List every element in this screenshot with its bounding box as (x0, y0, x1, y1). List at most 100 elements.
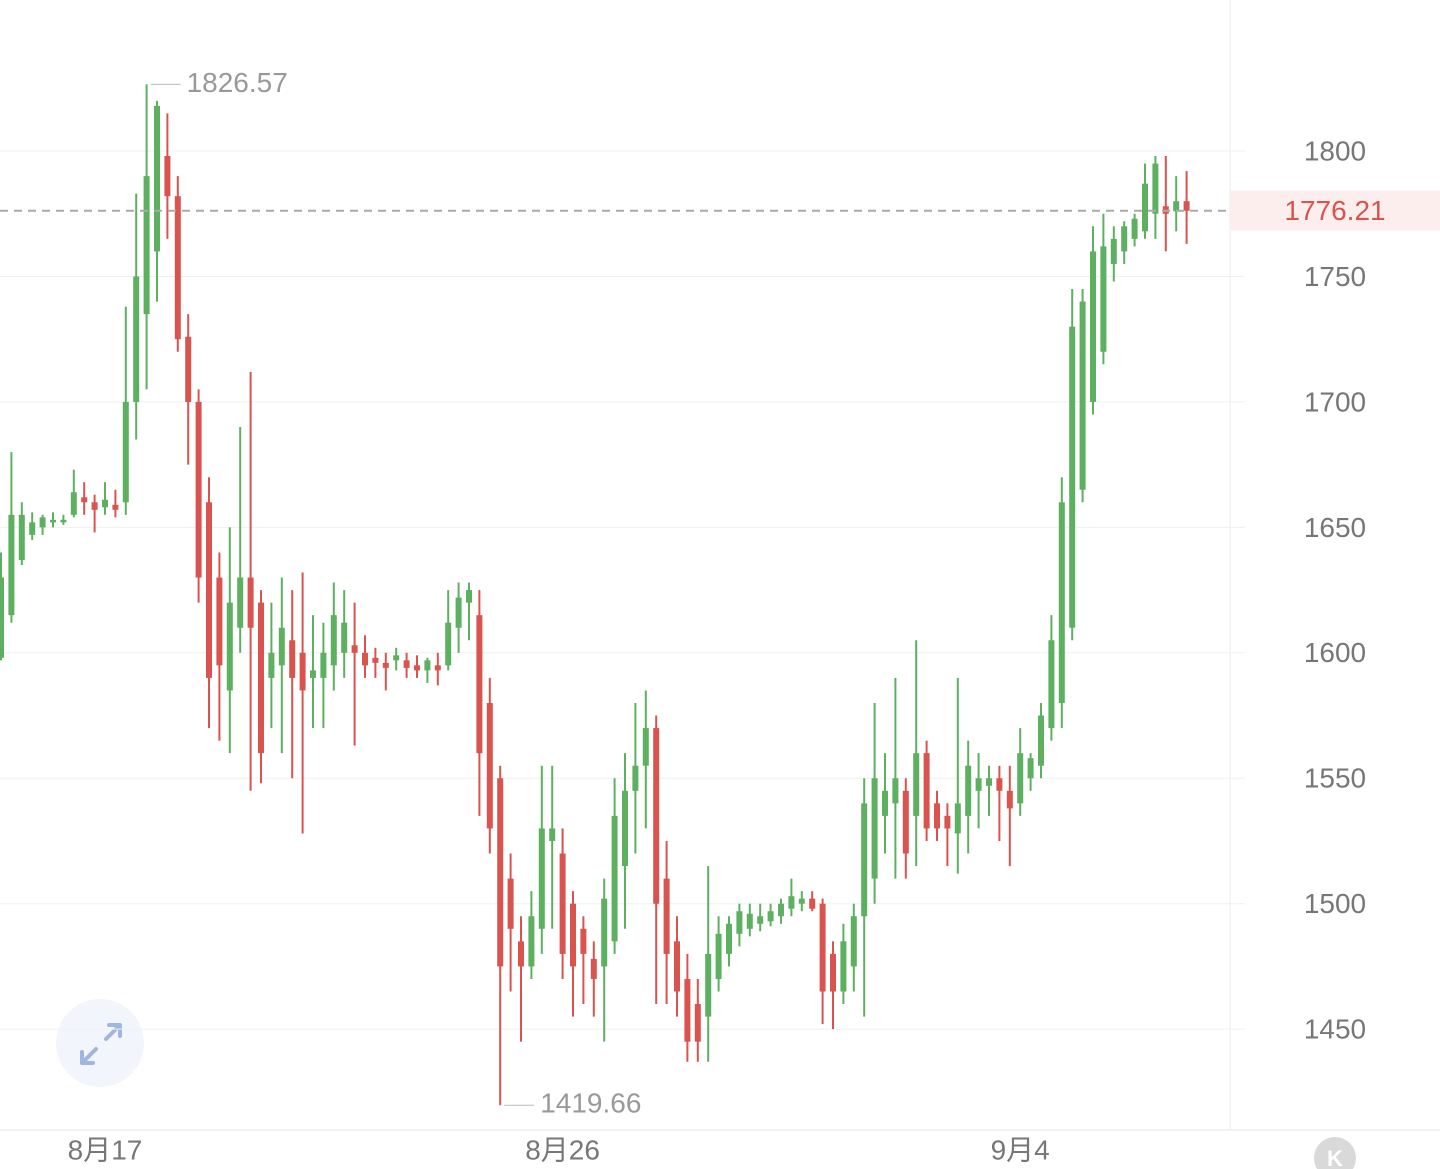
candle-body (778, 903, 784, 917)
candle-body (1069, 326, 1076, 628)
candle-body (8, 514, 15, 616)
y-tick-label: 1600 (1304, 637, 1366, 668)
candle-body (975, 778, 982, 791)
candle-body (882, 790, 888, 816)
candle-body (1006, 790, 1013, 809)
candle-body (216, 577, 223, 666)
candle-body (726, 923, 732, 954)
candle-body (0, 577, 4, 658)
candle-body (559, 853, 566, 954)
candle-body (622, 790, 628, 867)
candle-body (705, 953, 712, 1017)
candle-body (497, 778, 504, 967)
candle-body (289, 640, 296, 678)
candle-body (122, 401, 129, 503)
candle-body (1058, 502, 1065, 703)
candle-body (1152, 163, 1159, 214)
candle-body (278, 627, 285, 666)
last-price-label: 1776.21 (1284, 195, 1385, 226)
candle-body (70, 492, 77, 515)
low-label: 1419.66 (540, 1088, 641, 1119)
candle-body (91, 502, 98, 510)
candle-body (798, 898, 805, 904)
candle-body (403, 660, 410, 668)
candle-body (996, 778, 1003, 791)
candle-body (268, 652, 275, 678)
candle-body (18, 514, 25, 560)
candle-body (424, 660, 431, 671)
candle-body (174, 196, 181, 340)
candle-body (819, 903, 826, 992)
candle-body (1038, 715, 1044, 766)
expand-button[interactable] (56, 999, 144, 1087)
candle-body (1183, 201, 1190, 211)
candle-body (642, 728, 649, 766)
candle-body (528, 916, 535, 967)
candle-body (986, 778, 992, 786)
candle-body (1131, 218, 1138, 239)
candle-body (830, 953, 836, 992)
candle-body (154, 105, 160, 252)
candle-body (1090, 251, 1096, 402)
candle-body (757, 916, 764, 924)
candle-body (538, 828, 545, 929)
candle-body (663, 878, 670, 954)
candle-body (320, 652, 327, 678)
x-tick-label: 9月4 (991, 1134, 1050, 1165)
candle-body (341, 622, 348, 653)
candle-body (226, 602, 233, 691)
candle-body (715, 933, 722, 979)
candle-body (102, 499, 108, 508)
candle-body (788, 896, 795, 909)
candle-body (382, 662, 389, 668)
candle-body (1173, 201, 1180, 212)
candle-body (112, 504, 119, 510)
candle-body (39, 517, 46, 528)
x-tick-label: 8月17 (68, 1134, 143, 1165)
badge-circle[interactable] (1314, 1137, 1356, 1169)
candle-body (611, 815, 618, 942)
candle-body (632, 765, 639, 791)
candle-body (1048, 640, 1055, 729)
candle-body (81, 497, 88, 503)
candle-body (861, 803, 868, 917)
candle-body (362, 652, 368, 666)
candle-body (1121, 226, 1128, 252)
candle-body (445, 622, 452, 666)
candle-body (1027, 758, 1034, 779)
candle-body (330, 615, 337, 666)
candle-body (954, 803, 961, 834)
candle-body (133, 276, 140, 402)
candle-body (60, 519, 67, 523)
candle-body (507, 878, 514, 929)
badge-text[interactable]: K (1327, 1146, 1343, 1169)
x-tick-label: 8月26 (525, 1134, 600, 1165)
candle-body (414, 665, 420, 671)
candle-body (1017, 753, 1024, 804)
candle-body (934, 803, 940, 829)
candle-body (913, 753, 920, 816)
candle-body (653, 728, 660, 904)
candle-body (476, 615, 483, 754)
last-price-box (1230, 190, 1440, 231)
badge[interactable]: K (1314, 1137, 1356, 1169)
y-tick-label: 1700 (1304, 386, 1366, 417)
y-tick-label: 1550 (1304, 763, 1366, 794)
candle-body (580, 928, 587, 954)
candle-body (674, 941, 680, 992)
candle-body (29, 522, 36, 535)
candle-body (299, 652, 306, 691)
candle-body (809, 898, 816, 909)
expand-circle[interactable] (56, 999, 144, 1087)
candle-body (310, 670, 316, 678)
candle-body (1142, 183, 1148, 232)
y-tick-label: 1450 (1304, 1014, 1366, 1045)
expand-icon[interactable] (80, 1023, 122, 1065)
candle-body (840, 941, 847, 992)
candle-body (1100, 246, 1107, 352)
candle-body (902, 790, 909, 854)
candle-body (351, 645, 358, 653)
candle-body (601, 898, 608, 967)
